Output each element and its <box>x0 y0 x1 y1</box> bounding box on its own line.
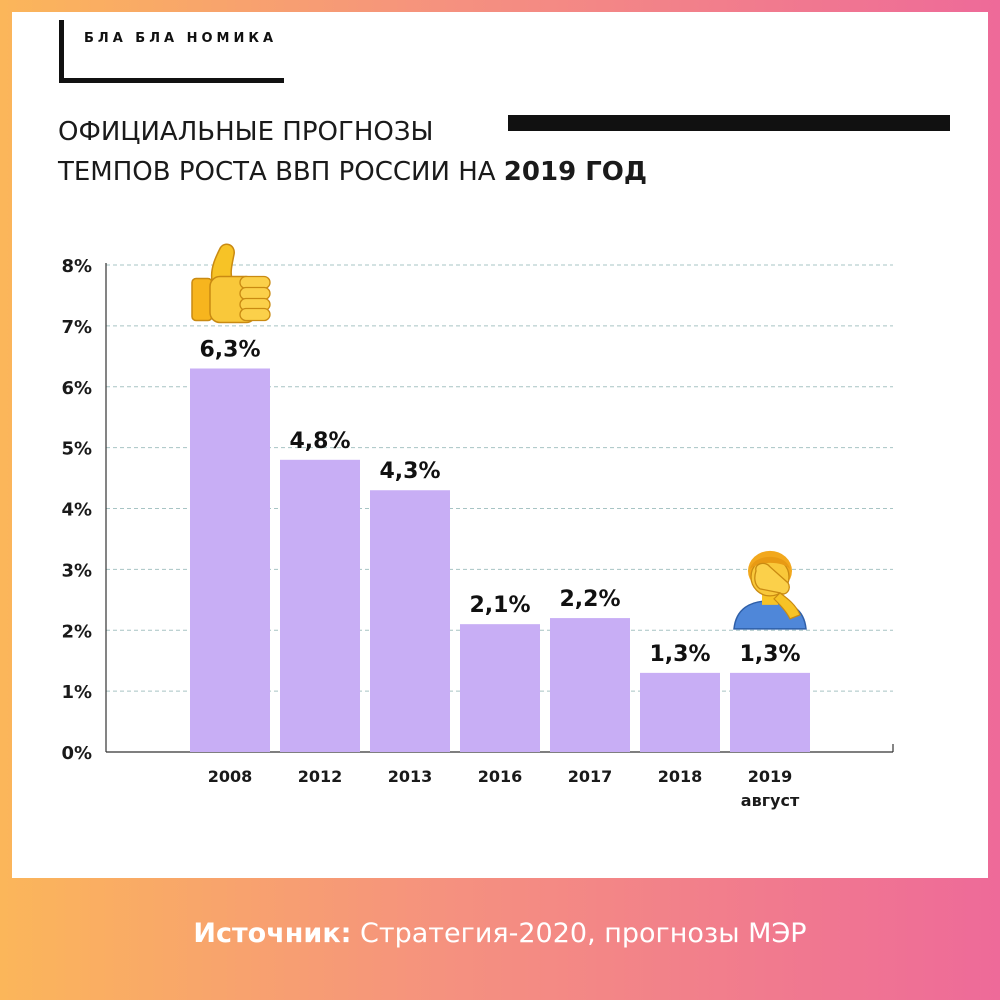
bar-2016 <box>460 624 540 752</box>
y-tick-label: 3% <box>61 560 92 581</box>
value-label: 4,3% <box>379 459 440 484</box>
y-tick-label: 5% <box>61 439 92 460</box>
value-label: 6,3% <box>199 337 260 362</box>
x-tick-label: 2012 <box>298 767 343 786</box>
y-tick-label: 0% <box>61 743 92 764</box>
y-tick-label: 4% <box>61 500 92 521</box>
gdp-forecast-bar-chart: 0% 1% 2% 3% 4% 5% 6% 7% 8% 6,3% 2008 4,8% 2012 4,3% 20… <box>61 243 894 810</box>
value-label: 2,1% <box>469 593 530 618</box>
title-line-1: ОФИЦИАЛЬНЫЕ ПРОГНОЗЫ <box>58 117 434 147</box>
x-tick-sublabel: август <box>741 791 800 810</box>
x-tick-label: 2016 <box>478 767 523 786</box>
x-tick-label: 2013 <box>388 767 433 786</box>
y-tick-label: 6% <box>61 378 92 399</box>
x-tick-label: 2018 <box>658 767 703 786</box>
title-line-2: ТЕМПОВ РОСТА ВВП РОССИИ НА <box>58 157 504 187</box>
x-tick-label: 2019 <box>748 767 793 786</box>
source-caption: Источник: Стратегия-2020, прогнозы МЭР <box>0 918 1000 949</box>
y-tick-label: 8% <box>61 256 92 277</box>
source-text: Стратегия-2020, прогнозы МЭР <box>351 918 807 949</box>
brand-logo-text: БЛА БЛА НОМИКА <box>84 31 278 46</box>
page-title: ОФИЦИАЛЬНЫЕ ПРОГНОЗЫ ТЕМПОВ РОСТА ВВП РО… <box>58 112 647 192</box>
bar-2018 <box>640 672 720 752</box>
y-tick-label: 7% <box>61 317 92 338</box>
y-tick-label: 1% <box>61 682 92 703</box>
thumbs-up-icon <box>191 243 271 324</box>
bar-2017 <box>550 618 630 752</box>
source-label: Источник: <box>193 918 352 949</box>
x-tick-label: 2017 <box>568 767 613 786</box>
value-label: 1,3% <box>649 642 710 667</box>
value-label: 4,8% <box>289 429 350 454</box>
bar-2012 <box>280 459 360 752</box>
bar-2013 <box>370 490 450 752</box>
value-label: 1,3% <box>739 642 800 667</box>
y-tick-label: 2% <box>61 621 92 642</box>
bar-2019 <box>730 672 810 752</box>
brand-logo: БЛА БЛА НОМИКА <box>59 20 284 83</box>
bar-2008 <box>190 368 270 752</box>
facepalm-icon <box>733 550 807 630</box>
title-year: 2019 ГОД <box>503 157 648 187</box>
title-rule <box>508 115 950 131</box>
value-label: 2,2% <box>559 587 620 612</box>
x-tick-label: 2008 <box>208 767 253 786</box>
